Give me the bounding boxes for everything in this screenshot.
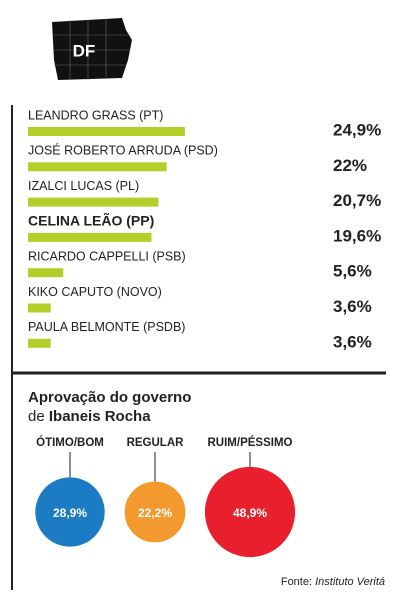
bubble-title-part: Ibaneis Rocha — [49, 408, 151, 425]
value-label: 3,6% — [333, 332, 372, 351]
bar — [28, 197, 159, 207]
bar-label: KIKO CAPUTO (NOVO) — [28, 285, 162, 299]
map-shape — [52, 18, 132, 80]
bubble — [35, 477, 105, 547]
value-label: 3,6% — [333, 297, 372, 316]
value-label: 22% — [333, 156, 367, 175]
bubble-category: RUIM/PÉSSIMO — [208, 436, 293, 449]
bar-label: JOSÉ ROBERTO ARRUDA (PSD) — [28, 143, 218, 158]
bubble-category: ÓTIMO/BOM — [36, 436, 104, 449]
badge-label: DF — [73, 41, 96, 60]
bar — [28, 127, 185, 136]
bar — [28, 303, 51, 313]
badge: DF — [52, 18, 132, 80]
source-name: Instituto Veritá — [315, 576, 385, 588]
bar — [28, 338, 51, 348]
bubble-title: Aprovação do governo — [28, 389, 191, 406]
bar-label: CELINA LEÃO (PP) — [28, 212, 154, 229]
bubble-title: de Ibaneis Rocha — [28, 408, 151, 425]
map-grid — [54, 19, 130, 80]
bar-label: RICARDO CAPPELLI (PSB) — [28, 249, 186, 263]
bar-label: LEANDRO GRASS (PT) — [28, 108, 163, 122]
bubble — [204, 466, 296, 558]
bar — [28, 268, 64, 278]
source: Fonte: Instituto Veritá — [281, 576, 385, 588]
value-label: 20,7% — [333, 191, 381, 210]
bubble-value: 28,9% — [53, 506, 87, 520]
bubble-title-part: de — [28, 408, 45, 425]
bar — [28, 162, 167, 172]
bubble-value: 48,9% — [233, 506, 267, 520]
bar-label: IZALCI LUCAS (PL) — [28, 179, 139, 193]
bubble — [124, 481, 186, 543]
source-label: Fonte: — [281, 576, 312, 588]
bar-label: PAULA BELMONTE (PSDB) — [28, 320, 185, 334]
bubble-value: 22,2% — [138, 506, 172, 520]
value-label: 5,6% — [333, 262, 372, 281]
bubble-category: REGULAR — [127, 437, 185, 449]
value-label: 24,9% — [333, 120, 381, 139]
value-label: 19,6% — [333, 226, 381, 245]
bar — [28, 232, 152, 242]
